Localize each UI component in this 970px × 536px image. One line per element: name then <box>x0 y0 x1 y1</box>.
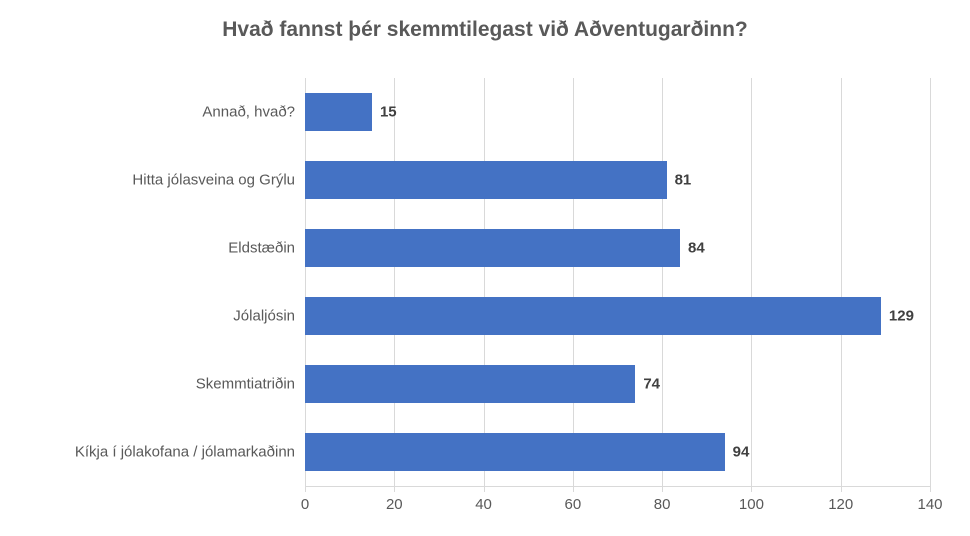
x-tick-label: 120 <box>828 496 853 513</box>
bar: 129 <box>305 297 881 334</box>
value-label: 15 <box>372 103 397 120</box>
x-gridline <box>394 78 395 486</box>
x-tick-label: 0 <box>301 496 309 513</box>
x-gridline <box>484 78 485 486</box>
category-label: Eldstæðin <box>228 239 305 256</box>
x-tick-label: 80 <box>654 496 671 513</box>
category-label: Annað, hvað? <box>202 103 305 120</box>
chart-container: Hvað fannst þér skemmtilegast við Aðvent… <box>0 0 970 536</box>
x-gridline <box>662 78 663 486</box>
x-tick-label: 40 <box>475 496 492 513</box>
category-label: Jólaljósin <box>233 307 305 324</box>
x-tick-label: 20 <box>386 496 403 513</box>
x-axis-line <box>305 486 930 487</box>
value-label: 74 <box>635 375 660 392</box>
value-label: 84 <box>680 239 705 256</box>
chart-title: Hvað fannst þér skemmtilegast við Aðvent… <box>0 18 970 42</box>
x-gridline <box>841 78 842 486</box>
bar: 84 <box>305 229 680 266</box>
x-tick-label: 100 <box>739 496 764 513</box>
x-gridline <box>930 78 931 486</box>
bar-row: Kíkja í jólakofana / jólamarkaðinn94 <box>305 433 930 470</box>
value-label: 81 <box>667 171 692 188</box>
value-label: 94 <box>725 443 750 460</box>
category-label: Hitta jólasveina og Grýlu <box>132 171 305 188</box>
bar: 81 <box>305 161 667 198</box>
bar: 94 <box>305 433 725 470</box>
bar-row: Eldstæðin84 <box>305 229 930 266</box>
x-gridline <box>751 78 752 486</box>
bar-row: Annað, hvað?15 <box>305 93 930 130</box>
category-label: Kíkja í jólakofana / jólamarkaðinn <box>75 443 305 460</box>
x-tick-label: 60 <box>565 496 582 513</box>
x-tick-mark <box>930 486 931 492</box>
x-tick-label: 140 <box>917 496 942 513</box>
bar-row: Jólaljósin129 <box>305 297 930 334</box>
bar: 15 <box>305 93 372 130</box>
plot-area: 020406080100120140Kíkja í jólakofana / j… <box>305 78 930 486</box>
category-label: Skemmtiatriðin <box>196 375 305 392</box>
bar-row: Hitta jólasveina og Grýlu81 <box>305 161 930 198</box>
value-label: 129 <box>881 307 914 324</box>
x-gridline <box>305 78 306 486</box>
bar: 74 <box>305 365 635 402</box>
bar-row: Skemmtiatriðin74 <box>305 365 930 402</box>
x-gridline <box>573 78 574 486</box>
